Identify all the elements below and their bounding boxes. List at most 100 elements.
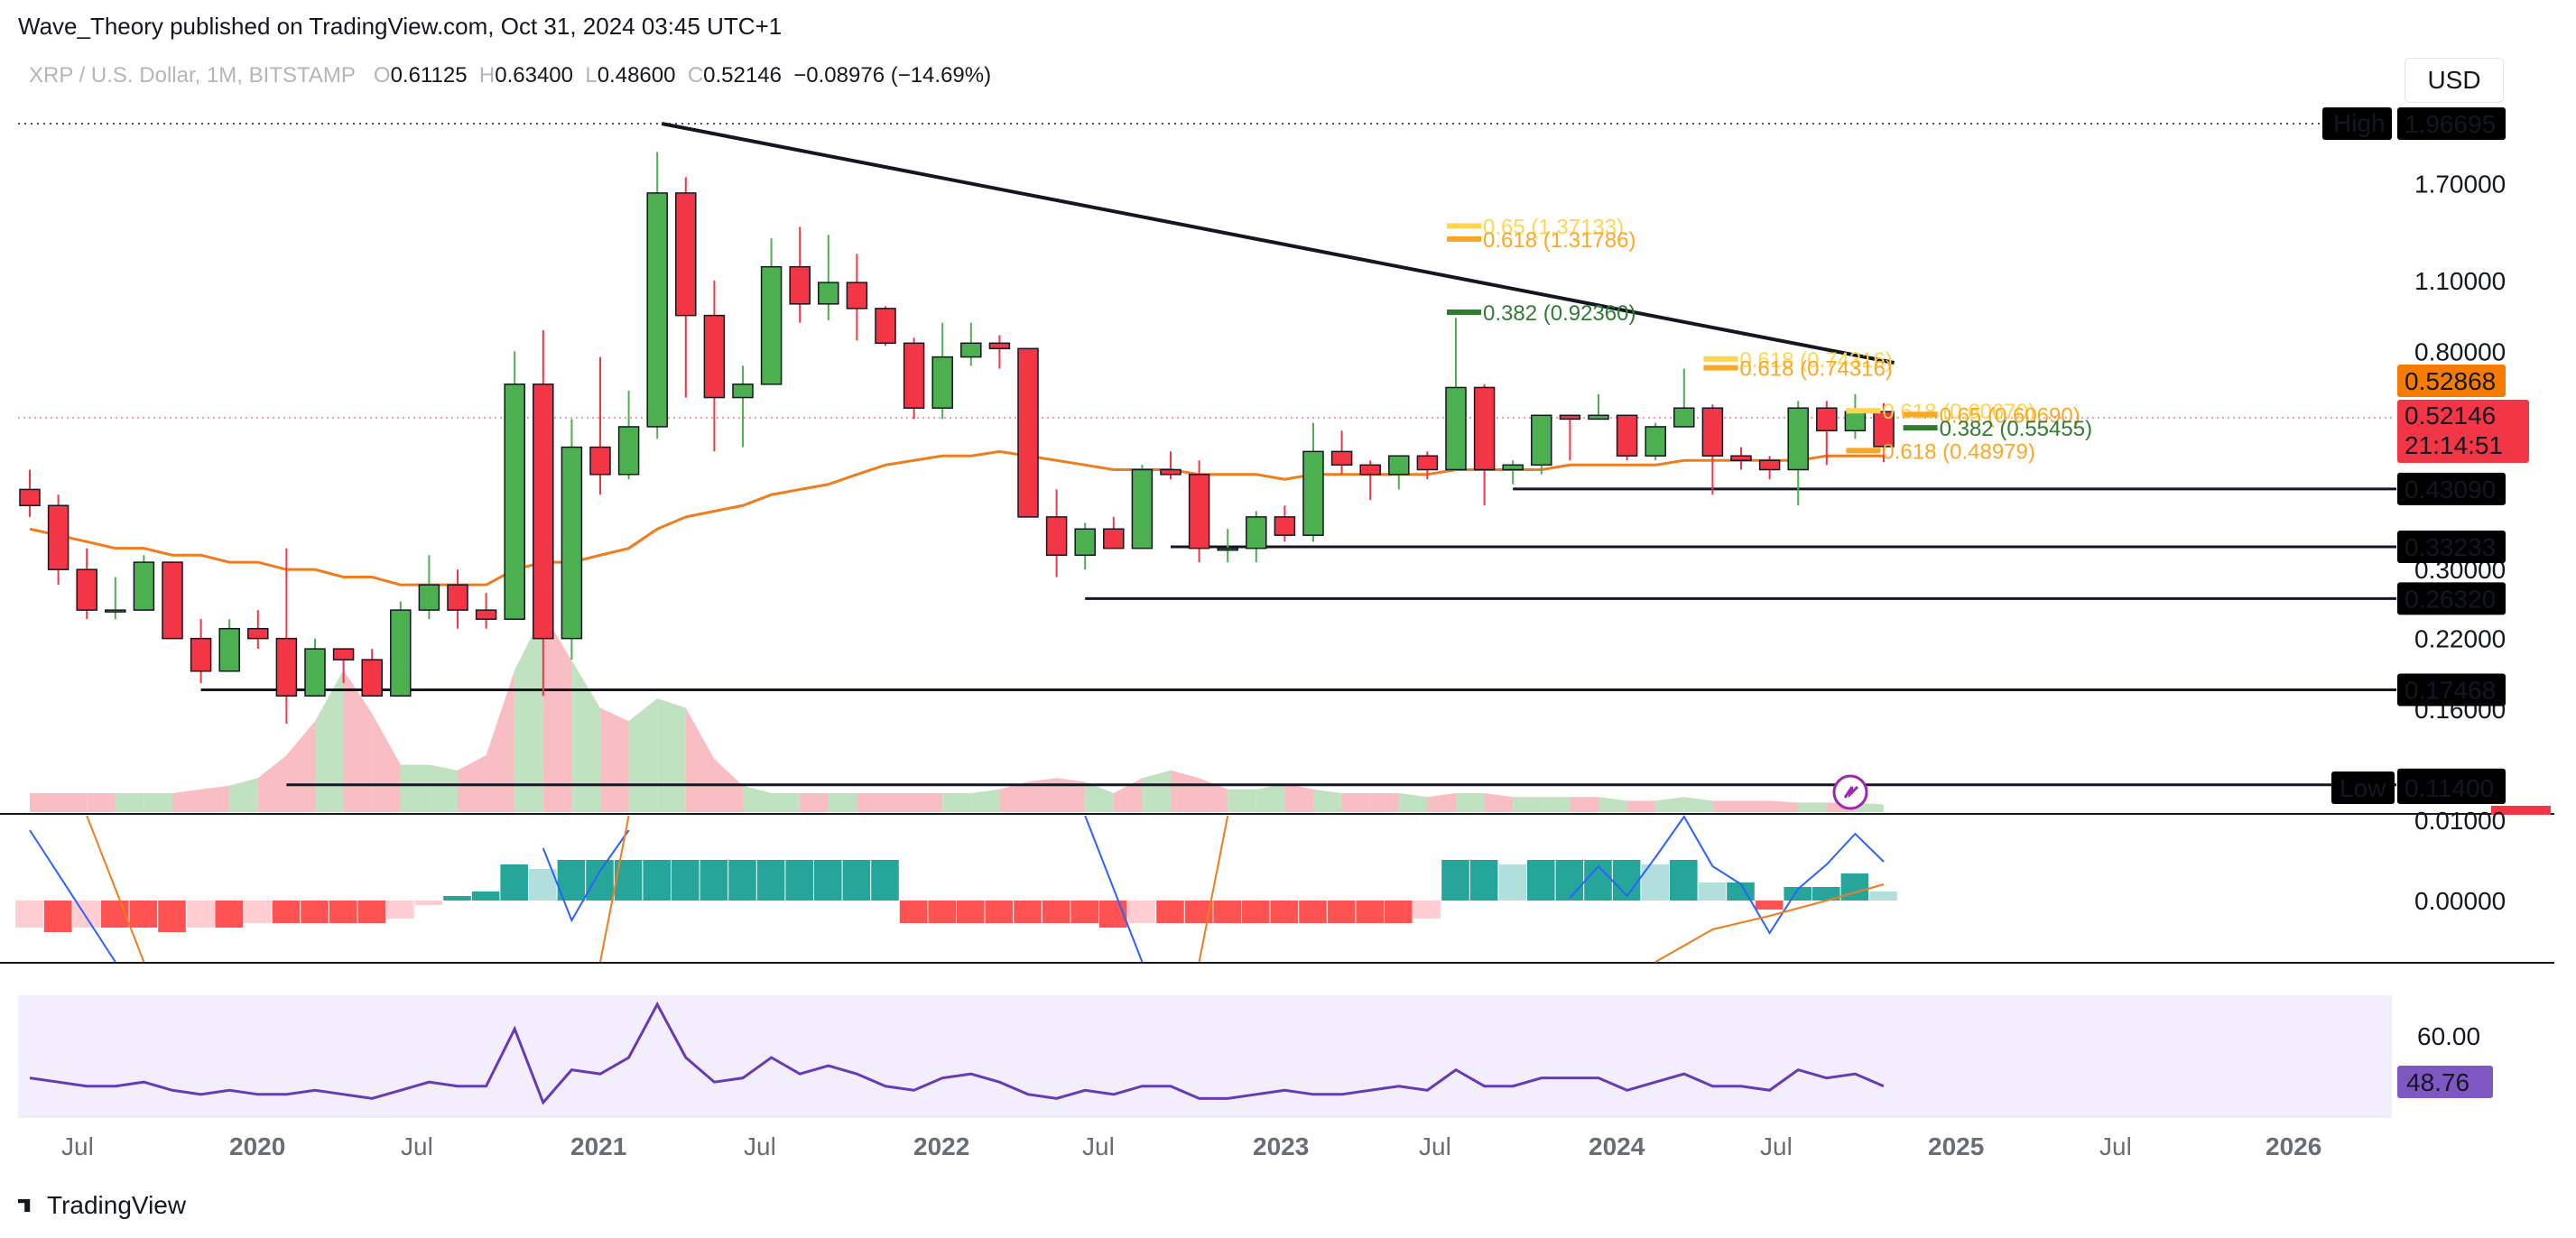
- fib-marker: [1846, 408, 1881, 414]
- price-axis-tick: 0.80000: [2414, 337, 2506, 365]
- ma-price-badge-bg: [2397, 365, 2506, 397]
- volume-area: [1028, 778, 1057, 812]
- volume-area: [1741, 800, 1770, 812]
- candle-body: [931, 356, 953, 409]
- volume-area: [58, 793, 88, 812]
- volume-area: [87, 793, 116, 812]
- volume-area: [115, 793, 144, 812]
- low-label: L: [585, 63, 598, 88]
- macd-histogram-bar: [1270, 901, 1299, 923]
- macd-histogram-bar: [1755, 901, 1784, 910]
- macd-histogram-bar: [43, 901, 72, 932]
- candle-body: [447, 584, 468, 611]
- macd-histogram-bar: [928, 901, 956, 923]
- candle-body: [533, 383, 554, 640]
- macd-histogram-bar: [1698, 882, 1727, 901]
- candle-body: [875, 308, 896, 345]
- volume-area: [1085, 781, 1114, 812]
- candle-body: [76, 568, 97, 611]
- volume-area: [857, 793, 885, 812]
- macd-axis-tick: 0.00000: [2414, 887, 2506, 915]
- candle-body: [304, 648, 326, 697]
- candle-body: [1388, 455, 1410, 476]
- time-axis-tick: 2026: [2266, 1132, 2321, 1160]
- time-axis-tick: 2023: [1253, 1132, 1309, 1160]
- open-label: O: [373, 63, 391, 88]
- candle-body: [418, 584, 440, 611]
- fib-label: 0.382 (0.92360): [1483, 301, 1635, 326]
- time-axis-tick: Jul: [1760, 1132, 1793, 1160]
- candle-body: [390, 609, 412, 697]
- fib-label: 0.65 (1.37133): [1483, 215, 1624, 239]
- fib-marker: [1447, 236, 1481, 242]
- candle-body: [1131, 468, 1154, 550]
- macd-histogram-bar: [586, 860, 614, 901]
- macd-histogram-bar: [1812, 887, 1840, 901]
- volume-area: [1398, 793, 1428, 812]
- macd-line: [1084, 815, 1144, 963]
- volume-area: [1313, 789, 1342, 812]
- level-price-badge: 0.33233: [2405, 533, 2496, 561]
- volume-area: [942, 793, 971, 812]
- macd-histogram-bar: [529, 869, 557, 901]
- candle-body: [1502, 464, 1524, 471]
- volume-area: [1056, 778, 1086, 812]
- macd-histogram-bar: [985, 901, 1014, 923]
- tradingview-footer[interactable]: TradingView: [18, 1191, 186, 1220]
- macd-histogram-bar: [672, 860, 700, 901]
- macd-histogram-bar: [1014, 901, 1042, 923]
- time-axis-tick: Jul: [2099, 1132, 2132, 1160]
- volume-area: [1655, 797, 1684, 812]
- low-value-badge: 0.11400: [2405, 774, 2494, 802]
- candle-body: [19, 488, 41, 507]
- volume-area: [999, 781, 1028, 812]
- candle-body: [1844, 411, 1867, 432]
- macd-histogram-bar: [1869, 892, 1897, 901]
- macd-histogram-bar: [643, 860, 671, 901]
- volume-area: [1513, 797, 1542, 812]
- candle-body: [675, 192, 697, 317]
- candle-body: [1074, 528, 1096, 557]
- candle-body: [1045, 516, 1068, 557]
- candle-body: [1160, 468, 1181, 476]
- change-value: −0.08976 (−14.69%): [793, 63, 992, 88]
- volume-area: [286, 721, 315, 812]
- candle-body: [361, 659, 383, 697]
- candle-body: [1416, 455, 1439, 471]
- volume-area: [970, 789, 1000, 812]
- volume-area: [1456, 793, 1485, 812]
- time-axis-tick: Jul: [401, 1132, 433, 1160]
- volume-area: [1199, 778, 1228, 812]
- candle-body: [1302, 450, 1324, 536]
- volume-area: [30, 793, 59, 812]
- volume-area: [657, 698, 686, 812]
- volume-area: [1712, 800, 1741, 812]
- candle-body: [1816, 407, 1838, 432]
- macd-histogram-bar: [1070, 901, 1098, 923]
- macd-histogram-bar: [1498, 864, 1526, 901]
- macd-histogram-bar: [842, 860, 871, 901]
- macd-histogram-bar: [1242, 901, 1270, 923]
- macd-histogram-bar: [1840, 873, 1869, 901]
- macd-histogram-bar: [443, 896, 471, 901]
- fib-marker: [1447, 223, 1481, 229]
- candle-body: [1758, 459, 1781, 471]
- level-price-badge-bg: [2397, 582, 2506, 615]
- currency-button[interactable]: USD: [2405, 58, 2504, 103]
- publisher-header: Wave_Theory published on TradingView.com…: [18, 13, 783, 40]
- volume-area: [1769, 800, 1799, 812]
- signal-line: [1198, 815, 1229, 963]
- candle-body: [1274, 516, 1296, 536]
- volume-area: [486, 670, 515, 812]
- fib-label: 0.618 (0.48979): [1882, 439, 2034, 464]
- level-price-badge-bg: [2397, 673, 2506, 707]
- macd-histogram-bar: [129, 901, 158, 928]
- fib-marker: [1703, 356, 1738, 362]
- candle-body: [1330, 450, 1353, 467]
- volume-area: [771, 793, 801, 812]
- macd-histogram-bar: [1413, 901, 1441, 919]
- level-price-badge: 0.26320: [2405, 585, 2496, 613]
- countdown-timer: 21:14:51: [2405, 431, 2503, 459]
- candle-body: [646, 192, 668, 428]
